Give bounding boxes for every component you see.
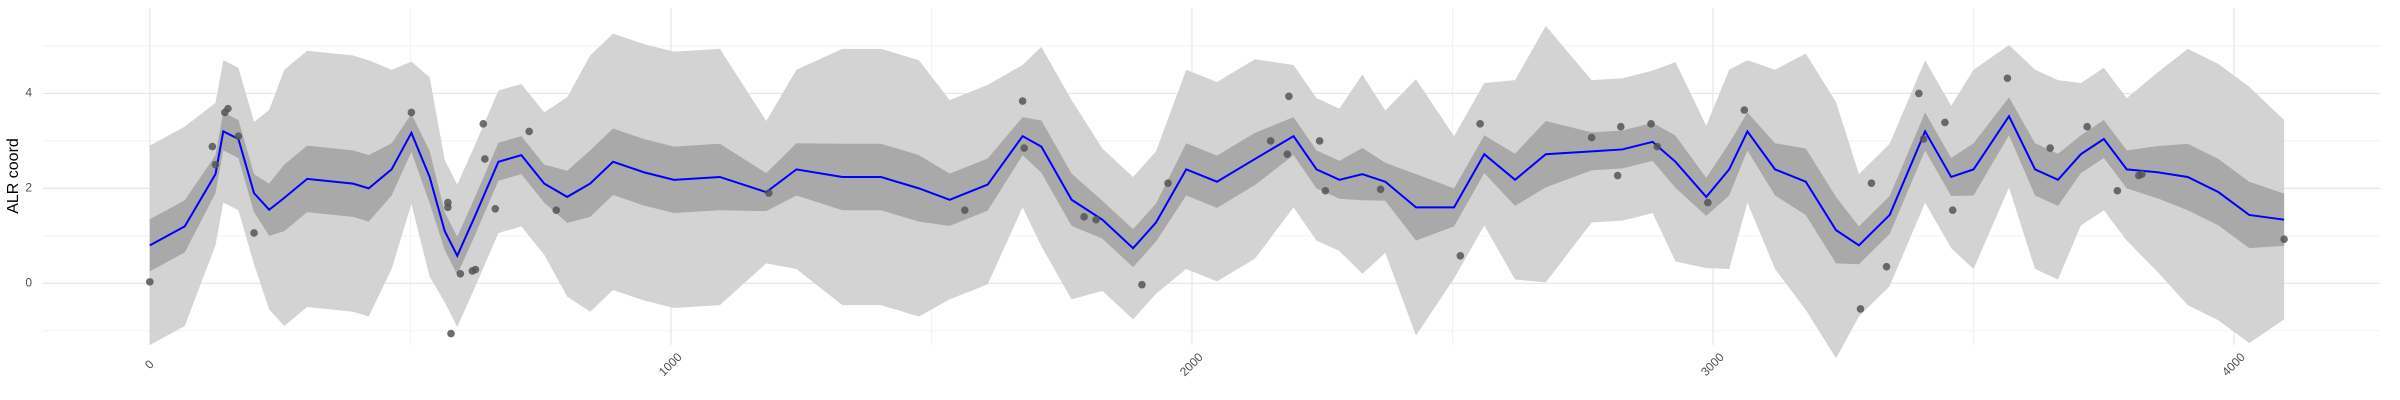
observation-point xyxy=(1092,215,1100,224)
observation-point xyxy=(1285,92,1293,101)
observation-point xyxy=(211,160,220,169)
observation-point xyxy=(2046,144,2054,152)
observation-point xyxy=(456,270,465,278)
observation-point xyxy=(481,155,489,163)
observation-point xyxy=(1080,213,1088,221)
x-tick-label: 0 xyxy=(142,357,157,372)
observation-point xyxy=(234,132,243,140)
observation-point xyxy=(1456,251,1465,260)
observation-point xyxy=(1740,106,1749,114)
observation-point xyxy=(1283,150,1292,158)
observation-point xyxy=(1587,133,1596,142)
y-tick-label: 4 xyxy=(25,86,32,100)
observation-point xyxy=(2138,170,2146,178)
observation-point xyxy=(2003,74,2012,83)
observation-point xyxy=(208,142,217,151)
observation-point xyxy=(146,278,154,286)
x-tick-label: 2000 xyxy=(1177,350,1206,379)
y-axis-label: ALR coord xyxy=(5,138,22,214)
observation-point xyxy=(1653,142,1662,151)
mean-line xyxy=(149,114,2285,259)
observation-point xyxy=(2113,186,2122,195)
observation-point xyxy=(1704,198,1712,207)
observation-point xyxy=(1856,305,1865,313)
observation-point xyxy=(471,265,480,274)
observation-point xyxy=(1919,135,1928,143)
observation-point xyxy=(765,189,773,197)
observation-point xyxy=(1941,118,1949,127)
observation-point xyxy=(224,104,232,113)
observation-point xyxy=(1948,206,1957,214)
observation-point xyxy=(1867,179,1876,187)
observation-point xyxy=(2280,235,2288,243)
observation-point xyxy=(1613,171,1622,180)
x-tick-label: 4000 xyxy=(2219,350,2248,379)
observation-point xyxy=(1617,122,1625,131)
observation-point xyxy=(444,203,452,212)
observation-point xyxy=(1882,262,1891,271)
observation-point xyxy=(1647,120,1655,128)
observation-point xyxy=(1020,144,1028,152)
observation-point xyxy=(250,229,258,237)
observation-point xyxy=(1315,137,1324,145)
observation-point xyxy=(1476,120,1484,128)
observation-point xyxy=(525,127,533,136)
x-tick-label: 1000 xyxy=(656,350,685,379)
confidence-band xyxy=(149,97,2285,275)
observation-point xyxy=(1138,280,1146,289)
observation-point xyxy=(1321,186,1330,195)
observation-point xyxy=(552,206,561,214)
observation-point xyxy=(1915,89,1923,98)
observation-point xyxy=(407,108,416,117)
y-tick-label: 2 xyxy=(25,181,32,195)
observation-point xyxy=(447,329,455,338)
x-tick-label: 3000 xyxy=(1698,350,1727,379)
observation-point xyxy=(491,204,500,213)
observation-point xyxy=(2083,122,2091,131)
observation-point xyxy=(1018,97,1027,105)
observation-point xyxy=(479,120,488,128)
observation-point xyxy=(1164,179,1172,187)
observation-point xyxy=(1376,185,1385,194)
observation-point xyxy=(1266,137,1275,145)
observation-point xyxy=(960,206,969,214)
y-tick-label: 0 xyxy=(25,275,32,289)
